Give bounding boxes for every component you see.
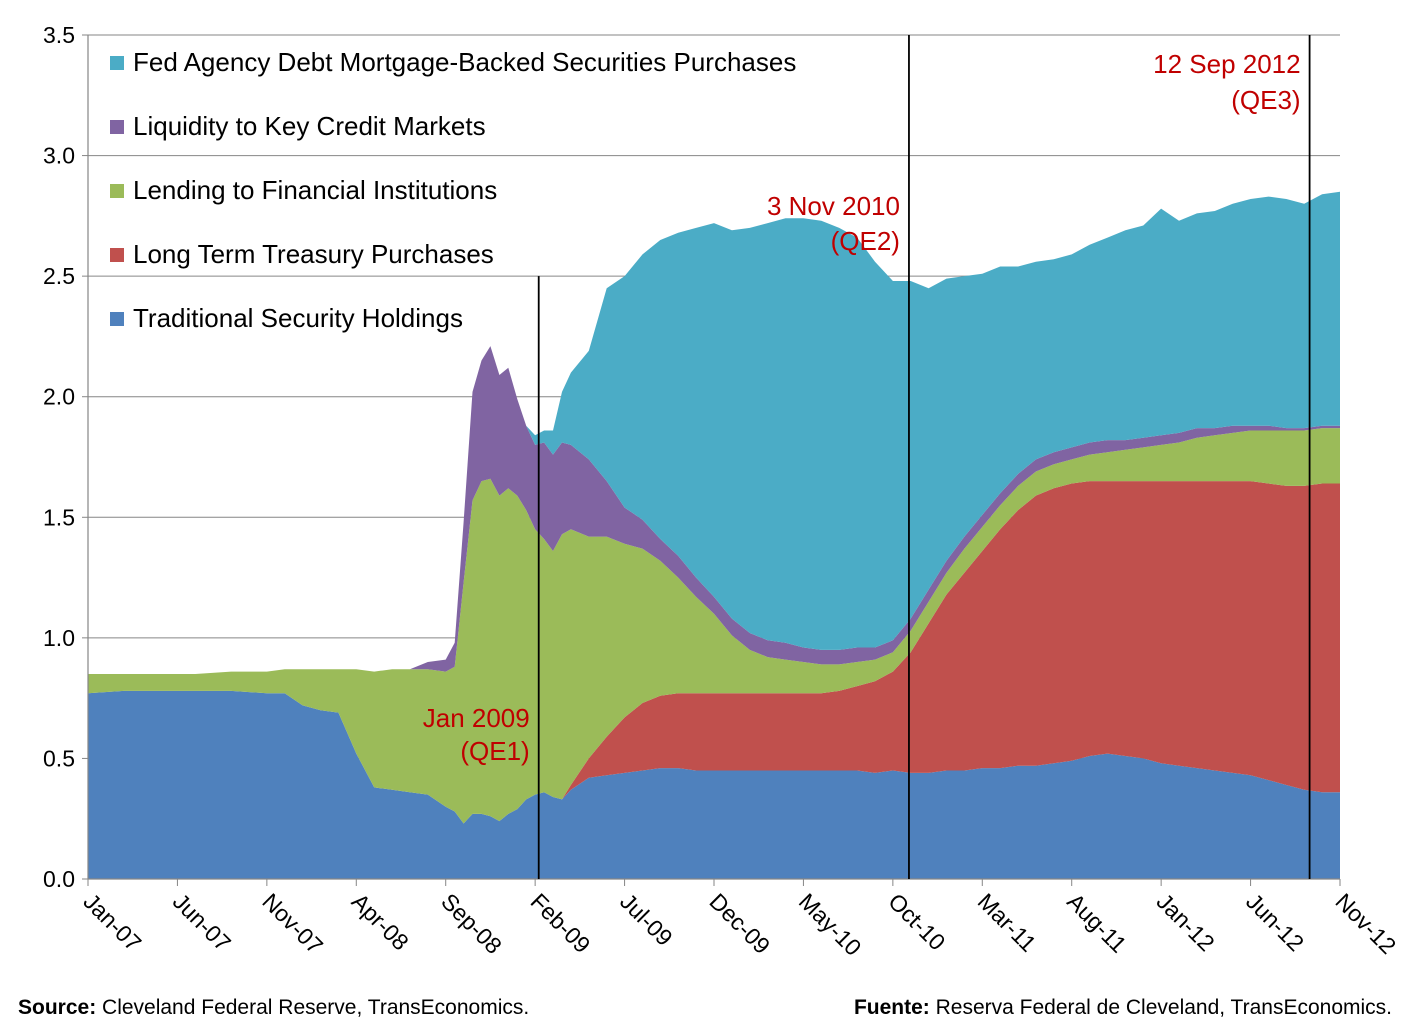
- y-tick-label: 0.0: [43, 866, 75, 892]
- source-text: Cleveland Federal Reserve, TransEconomic…: [96, 996, 530, 1019]
- x-tick-label: Nov-12: [1330, 888, 1401, 959]
- x-tick-label: Dec-09: [704, 888, 775, 959]
- legend-label: Long Term Treasury Purchases: [133, 239, 494, 269]
- x-tick-label: May-10: [794, 888, 867, 961]
- y-tick-label: 3.0: [43, 143, 75, 169]
- legend-label: Traditional Security Holdings: [133, 303, 463, 333]
- legend-label: Lending to Financial Institutions: [133, 175, 497, 205]
- legend-swatch: [110, 184, 124, 198]
- legend-swatch: [110, 312, 124, 326]
- area-series-3: [88, 428, 1340, 824]
- annotation-sublabel: (QE3): [1231, 85, 1300, 115]
- x-tick-label: Jul-09: [615, 888, 678, 951]
- x-tick-label: Apr-08: [347, 888, 414, 955]
- x-tick-label: Mar-11: [973, 888, 1042, 957]
- legend-swatch: [110, 248, 124, 262]
- annotation-label: Jan 2009: [423, 703, 530, 733]
- y-tick-label: 0.5: [43, 745, 75, 771]
- y-tick-label: 2.0: [43, 384, 75, 410]
- stacked-area-chart: 0.0 0.5 1.0 1.5 2.0 2.5 3.0 3.5 Jan-07 Jun-07 Nov…: [43, 22, 1401, 961]
- annotation-sublabel: (QE2): [831, 226, 900, 256]
- legend-label: Liquidity to Key Credit Markets: [133, 111, 486, 141]
- annotation-sublabel: (QE1): [460, 736, 529, 766]
- annotation-label: 12 Sep 2012: [1153, 49, 1300, 79]
- legend-label: Fed Agency Debt Mortgage-Backed Securiti…: [133, 47, 796, 77]
- source-note: Source: Cleveland Federal Reserve, Trans…: [18, 996, 529, 1020]
- x-tick-label: Aug-11: [1062, 888, 1132, 958]
- x-tick-label: Sep-08: [436, 888, 507, 959]
- event-lines: [537, 35, 1311, 879]
- y-tick-label: 3.5: [43, 22, 75, 48]
- area-series-4: [88, 346, 1340, 674]
- y-tick-labels: 0.0 0.5 1.0 1.5 2.0 2.5 3.0 3.5: [43, 22, 88, 892]
- area-series-2: [88, 481, 1340, 824]
- y-tick-label: 1.0: [43, 625, 75, 651]
- area-series: [88, 191, 1340, 879]
- x-tick-label: Oct-10: [883, 888, 950, 955]
- fuente-note: Fuente: Reserva Federal de Cleveland, Tr…: [854, 996, 1392, 1020]
- x-tick-labels: Jan-07 Jun-07 Nov-07 Apr-08 Sep-08 Feb-09 Jul-…: [78, 879, 1401, 961]
- y-tick-label: 2.5: [43, 263, 75, 289]
- annotations: Jan 2009(QE1) 3 Nov 2010 (QE2) 12 Sep 2012 (…: [423, 49, 1301, 766]
- x-tick-label: Feb-09: [526, 888, 596, 958]
- area-series-1: [88, 690, 1340, 879]
- x-tick-label: Nov-07: [257, 888, 328, 959]
- legend-swatch: [110, 56, 124, 70]
- x-tick-label: Jan-12: [1152, 888, 1220, 956]
- fuente-label: Fuente:: [853, 996, 930, 1019]
- fuente-text: Reserva Federal de Cleveland, TransEcono…: [929, 996, 1392, 1019]
- area-series-5: [88, 191, 1340, 674]
- y-tick-label: 1.5: [43, 504, 75, 530]
- x-tick-label: Jan-07: [78, 888, 146, 956]
- legend-swatch: [110, 120, 124, 134]
- annotation-label: 3 Nov 2010: [767, 191, 900, 221]
- source-label: Source:: [18, 996, 97, 1019]
- x-tick-label: Jun-07: [168, 888, 236, 956]
- legend: Fed Agency Debt Mortgage-Backed Securiti…: [110, 47, 796, 333]
- x-tick-label: Jun-12: [1241, 888, 1309, 956]
